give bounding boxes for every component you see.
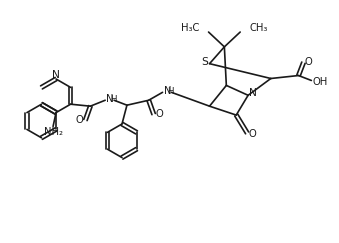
Text: H: H — [110, 95, 117, 104]
Text: N: N — [106, 94, 114, 104]
Text: O: O — [304, 57, 312, 67]
Text: OH: OH — [313, 78, 328, 87]
Text: CH₃: CH₃ — [249, 23, 267, 33]
Text: O: O — [248, 129, 256, 139]
Text: N: N — [52, 70, 60, 80]
Text: O: O — [156, 109, 163, 119]
Text: O: O — [76, 115, 83, 125]
Text: N: N — [249, 88, 257, 98]
Text: NH₂: NH₂ — [44, 127, 63, 137]
Text: H: H — [167, 87, 174, 96]
Text: S: S — [201, 57, 208, 67]
Text: H₃C: H₃C — [181, 23, 200, 33]
Text: N: N — [163, 86, 171, 96]
